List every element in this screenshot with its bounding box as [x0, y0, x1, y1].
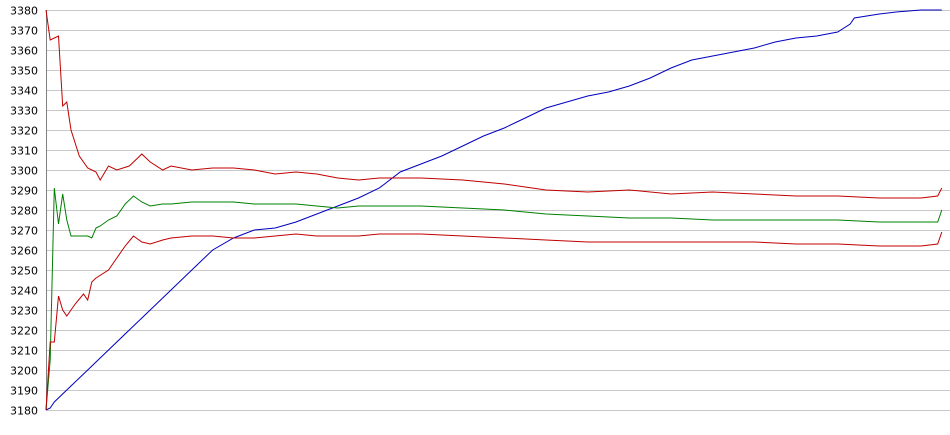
y-tick-label: 3250 — [10, 265, 38, 278]
y-tick-label: 3190 — [10, 385, 38, 398]
y-tick-label: 3200 — [10, 365, 38, 378]
y-tick-label: 3340 — [10, 85, 38, 98]
y-tick-labels: 3180 3190 3200 3210 3220 3230 3240 3250 3260 3270… — [10, 5, 38, 418]
y-tick-label: 3330 — [10, 105, 38, 118]
y-tick-label: 3230 — [10, 305, 38, 318]
series-line-2 — [45, 9, 943, 199]
y-tick-label: 3320 — [10, 125, 38, 138]
y-tick-label: 3270 — [10, 225, 38, 238]
y-tick-label: 3360 — [10, 45, 38, 58]
y-tick-label: 3180 — [10, 405, 38, 418]
series-lines — [45, 9, 943, 411]
y-tick-label: 3260 — [10, 245, 38, 258]
y-tick-label: 3240 — [10, 285, 38, 298]
y-tick-label: 3300 — [10, 165, 38, 178]
series-line-4 — [45, 231, 943, 411]
series-line-3 — [45, 187, 943, 411]
y-tick-label: 3310 — [10, 145, 38, 158]
y-tick-label: 3290 — [10, 185, 38, 198]
y-tick-label: 3280 — [10, 205, 38, 218]
y-tick-label: 3380 — [10, 5, 38, 18]
y-tick-label: 3210 — [10, 345, 38, 358]
y-tick-label: 3370 — [10, 25, 38, 38]
series-line-1 — [45, 9, 942, 411]
y-tick-label: 3350 — [10, 65, 38, 78]
y-tick-label: 3220 — [10, 325, 38, 338]
gridlines — [46, 10, 950, 411]
